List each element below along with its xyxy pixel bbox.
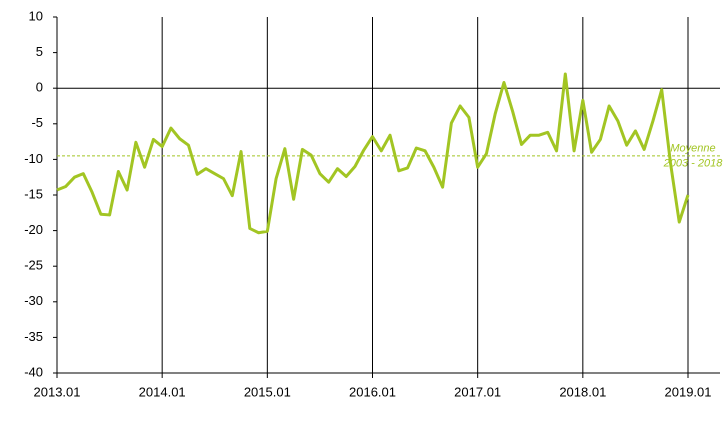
y-tick-label: -30 — [24, 293, 43, 308]
x-tick-label: 2013.01 — [34, 384, 81, 399]
y-tick-label: 10 — [29, 8, 43, 23]
y-tick-label: -35 — [24, 329, 43, 344]
y-tick-label: -20 — [24, 222, 43, 237]
x-tick-label: 2019.01 — [665, 384, 712, 399]
x-tick-label: 2018.01 — [559, 384, 606, 399]
line-series — [56, 72, 690, 235]
y-tick-label: -25 — [24, 258, 43, 273]
mean-label: Moyenne — [670, 143, 715, 155]
x-tick-label: 2017.01 — [454, 384, 501, 399]
y-tick-label: -5 — [31, 115, 43, 130]
x-tick-label: 2015.01 — [244, 384, 291, 399]
y-tick-label: -15 — [24, 186, 43, 201]
x-tick-label: 2016.01 — [349, 384, 396, 399]
mean-label: 2003 - 2018 — [663, 158, 724, 170]
y-tick-label: -40 — [24, 364, 43, 379]
x-tick-label: 2014.01 — [139, 384, 186, 399]
y-tick-label: 5 — [36, 44, 43, 59]
y-tick-label: -10 — [24, 151, 43, 166]
y-tick-label: 0 — [36, 80, 43, 95]
